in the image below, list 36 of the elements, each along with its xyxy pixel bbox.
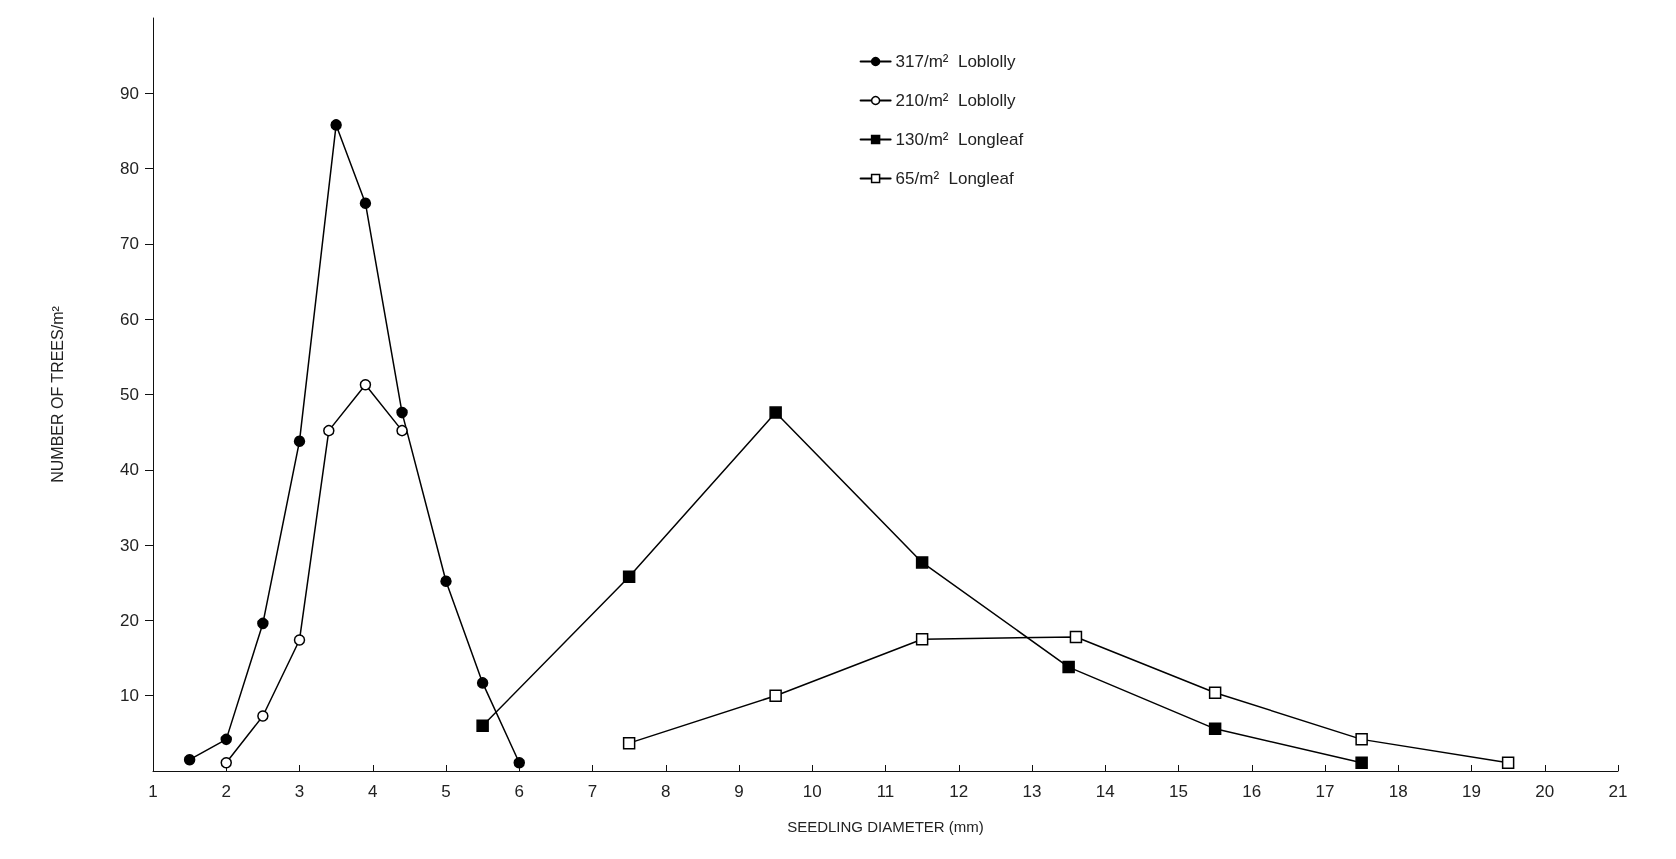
- x-tick-label: 15: [1169, 782, 1188, 801]
- x-tick-label: 6: [514, 782, 524, 801]
- y-tick-label: 40: [120, 460, 139, 480]
- x-tick-label: 1: [148, 782, 158, 801]
- x-tick-label: 21: [1608, 782, 1628, 801]
- y-tick-label: 10: [120, 686, 139, 706]
- x-tick-label: 12: [949, 782, 969, 801]
- y-tick-label: 30: [120, 535, 139, 555]
- legend-label: 130/m² Longleaf: [895, 130, 1024, 149]
- y-tick-label: 60: [120, 309, 139, 329]
- x-tick-label: 5: [441, 782, 451, 801]
- legend-label: 317/m² Loblolly: [895, 52, 1017, 71]
- y-tick-label: 80: [120, 159, 139, 179]
- x-tick-label: 14: [1095, 782, 1115, 801]
- x-tick-label: 18: [1388, 782, 1408, 801]
- y-axis-title: NUMBER OF TREES/m²: [48, 305, 66, 483]
- x-tick-label: 8: [661, 782, 671, 801]
- y-tick-label: 50: [120, 385, 139, 404]
- x-tick-label: 20: [1535, 782, 1555, 801]
- x-tick-label: 7: [587, 782, 598, 801]
- x-axis-title: SEEDLING DIAMETER (mm): [787, 818, 984, 835]
- x-tick-label: 17: [1315, 782, 1335, 801]
- y-tick-label: 20: [120, 610, 139, 630]
- x-tick-label: 11: [876, 782, 895, 801]
- legend-label: 210/m² Loblolly: [895, 91, 1017, 110]
- legend-label: 65/m² Longleaf: [895, 169, 1015, 188]
- x-tick-label: 2: [221, 782, 231, 801]
- x-tick-label: 3: [294, 782, 305, 801]
- x-tick-label: 19: [1462, 782, 1481, 801]
- x-tick-label: 13: [1022, 782, 1042, 801]
- x-tick-label: 10: [802, 782, 822, 801]
- x-tick-label: 9: [734, 782, 744, 801]
- y-tick-label: 70: [120, 234, 139, 254]
- x-tick-label: 4: [368, 782, 378, 801]
- x-tick-label: 16: [1242, 782, 1262, 801]
- y-tick-label: 90: [120, 83, 139, 103]
